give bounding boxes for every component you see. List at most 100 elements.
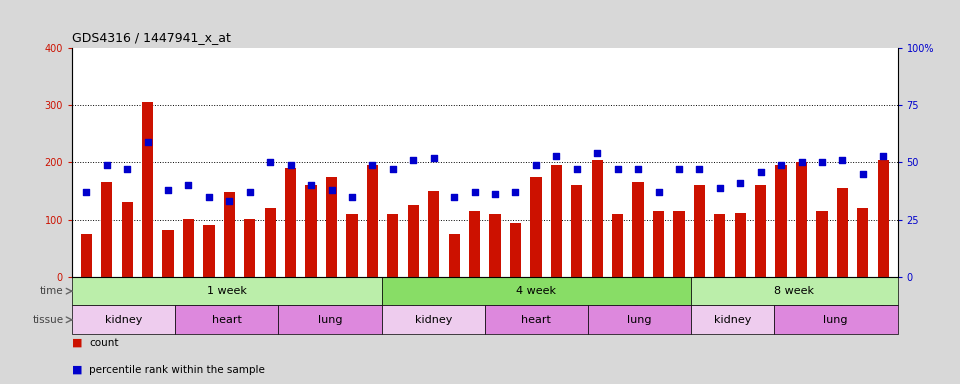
Point [160,187,176,193]
Point [589,150,605,156]
Bar [837,188,848,277]
Point [671,166,686,172]
Bar [101,182,112,277]
Bar [367,165,378,277]
Bar [265,208,276,277]
Point [814,159,829,166]
Point [426,155,442,161]
Text: lung: lung [824,315,848,325]
Text: 4 week: 4 week [516,286,557,296]
Point [283,162,299,168]
Bar [756,185,766,277]
Bar [428,191,440,277]
Bar [81,234,92,277]
Point [794,159,809,166]
Bar [714,214,726,277]
Text: lung: lung [627,315,652,325]
Point [99,162,114,168]
Bar [469,211,480,277]
Point [303,182,319,189]
Point [140,139,156,145]
Bar [142,103,154,277]
Bar [691,306,774,334]
Text: ■: ■ [72,338,86,348]
Point [467,189,482,195]
Bar [633,182,644,277]
Bar [816,211,828,277]
Bar [162,230,174,277]
Point [324,187,339,193]
Text: lung: lung [318,315,343,325]
Bar [448,234,460,277]
Point [774,162,789,168]
Point [753,169,768,175]
Bar [588,306,691,334]
Bar [510,222,521,277]
Point [732,180,748,186]
Bar [734,213,746,277]
Point [631,166,646,172]
Point [692,166,708,172]
Bar [285,168,297,277]
Text: kidney: kidney [714,315,751,325]
Text: GDS4316 / 1447941_x_at: GDS4316 / 1447941_x_at [72,31,230,44]
Bar [278,306,381,334]
Point [405,157,420,163]
Text: count: count [89,338,119,348]
Text: ■: ■ [72,365,86,375]
Text: heart: heart [212,315,242,325]
Bar [490,214,500,277]
Bar [877,160,889,277]
Bar [387,214,398,277]
Bar [530,177,541,277]
Point [855,171,871,177]
Bar [224,192,235,277]
Point [345,194,360,200]
Text: percentile rank within the sample: percentile rank within the sample [89,365,265,375]
Bar [182,218,194,277]
Bar [305,185,317,277]
Point [119,166,134,172]
Text: 8 week: 8 week [775,286,814,296]
Point [651,189,666,195]
Text: kidney: kidney [105,315,142,325]
Bar [382,306,485,334]
Point [549,152,564,159]
Point [610,166,625,172]
Bar [691,277,898,306]
Text: heart: heart [521,315,551,325]
Bar [551,165,562,277]
Point [876,152,891,159]
Point [180,182,196,189]
Text: 1 week: 1 week [206,286,247,296]
Bar [694,185,705,277]
Point [835,157,851,163]
Bar [347,214,357,277]
Bar [122,202,132,277]
Point [202,194,217,200]
Point [365,162,380,168]
Text: tissue: tissue [33,315,63,325]
Point [528,162,543,168]
Point [385,166,400,172]
Bar [673,211,684,277]
Bar [72,306,175,334]
Point [488,191,503,197]
Point [446,194,462,200]
Text: kidney: kidney [415,315,452,325]
Bar [612,214,623,277]
Point [222,198,237,204]
Point [242,189,257,195]
Point [508,189,523,195]
Bar [325,177,337,277]
Bar [571,185,583,277]
Bar [776,165,787,277]
Bar [653,211,664,277]
Bar [204,225,214,277]
Point [79,189,94,195]
Text: time: time [40,286,63,296]
Bar [796,162,807,277]
Bar [382,277,691,306]
Bar [244,218,255,277]
Bar [72,277,382,306]
